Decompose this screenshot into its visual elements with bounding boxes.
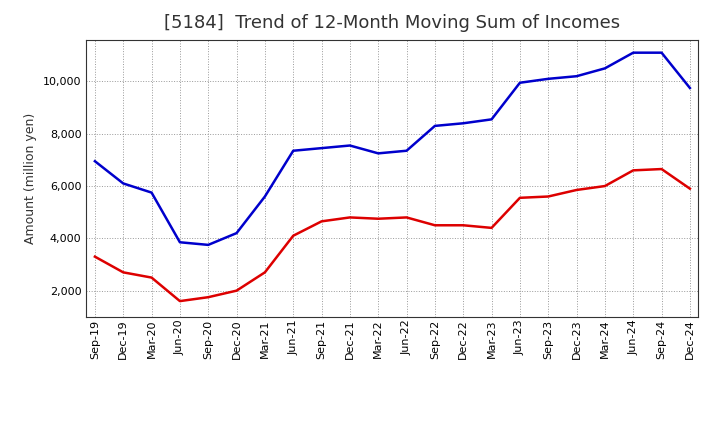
Net Income: [148, 275, 156, 280]
Net Income: [402, 215, 411, 220]
Net Income: [204, 294, 212, 300]
Ordinary Income: [629, 50, 637, 55]
Ordinary Income: [233, 231, 241, 236]
Line: Ordinary Income: Ordinary Income: [95, 53, 690, 245]
Ordinary Income: [318, 146, 326, 151]
Ordinary Income: [346, 143, 354, 148]
Net Income: [459, 223, 467, 228]
Net Income: [657, 166, 666, 172]
Ordinary Income: [374, 151, 382, 156]
Net Income: [261, 270, 269, 275]
Net Income: [119, 270, 127, 275]
Ordinary Income: [487, 117, 496, 122]
Ordinary Income: [544, 76, 552, 81]
Net Income: [374, 216, 382, 221]
Ordinary Income: [657, 50, 666, 55]
Ordinary Income: [402, 148, 411, 154]
Net Income: [685, 186, 694, 191]
Net Income: [318, 219, 326, 224]
Net Income: [431, 223, 439, 228]
Net Income: [487, 225, 496, 231]
Y-axis label: Amount (million yen): Amount (million yen): [24, 113, 37, 244]
Net Income: [346, 215, 354, 220]
Line: Net Income: Net Income: [95, 169, 690, 301]
Net Income: [572, 187, 581, 193]
Ordinary Income: [289, 148, 297, 154]
Net Income: [289, 233, 297, 238]
Ordinary Income: [516, 80, 524, 85]
Net Income: [176, 298, 184, 304]
Ordinary Income: [91, 158, 99, 164]
Net Income: [233, 288, 241, 293]
Ordinary Income: [600, 66, 609, 71]
Net Income: [600, 183, 609, 189]
Ordinary Income: [148, 190, 156, 195]
Net Income: [629, 168, 637, 173]
Net Income: [544, 194, 552, 199]
Ordinary Income: [176, 240, 184, 245]
Ordinary Income: [261, 194, 269, 199]
Ordinary Income: [204, 242, 212, 248]
Ordinary Income: [119, 181, 127, 186]
Ordinary Income: [685, 85, 694, 91]
Net Income: [516, 195, 524, 201]
Ordinary Income: [459, 121, 467, 126]
Title: [5184]  Trend of 12-Month Moving Sum of Incomes: [5184] Trend of 12-Month Moving Sum of I…: [164, 15, 621, 33]
Net Income: [91, 254, 99, 259]
Ordinary Income: [431, 123, 439, 128]
Ordinary Income: [572, 73, 581, 79]
